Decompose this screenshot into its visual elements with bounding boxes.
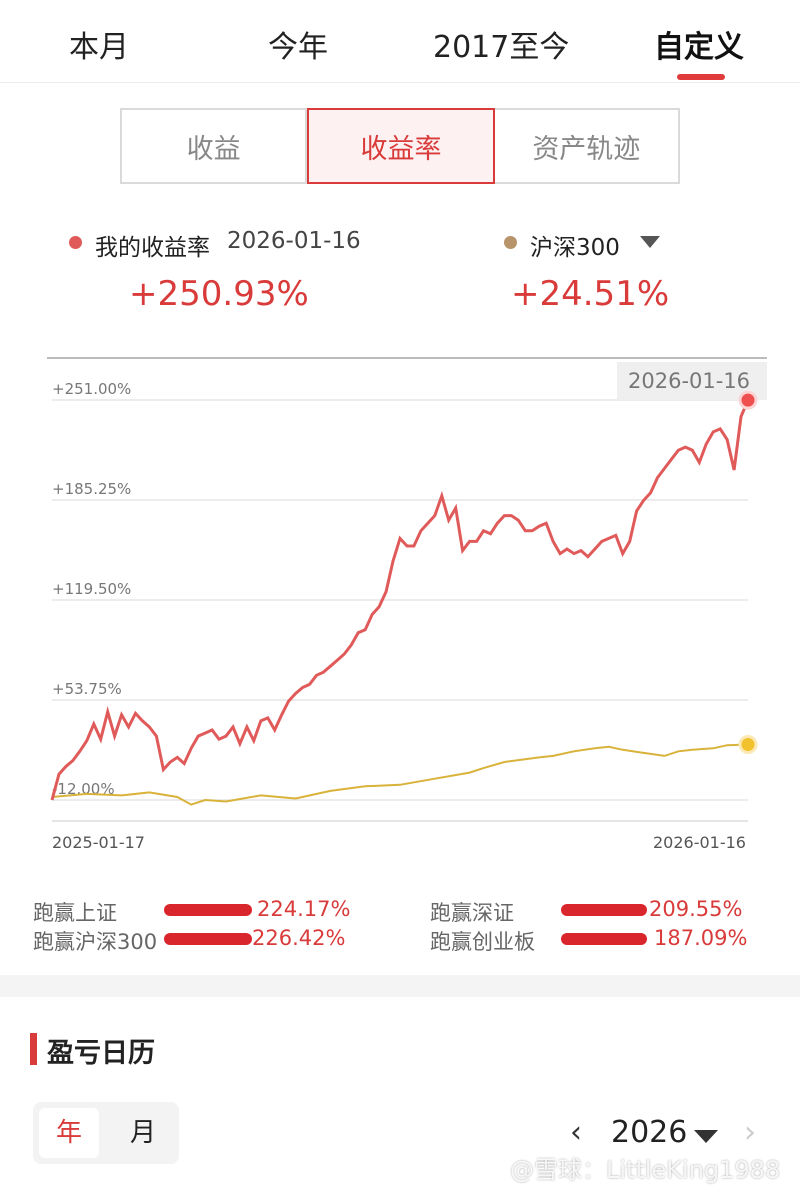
y-tick-label: +119.50%	[52, 580, 131, 598]
chart-grid	[47, 357, 767, 822]
tab-since-2017[interactable]: 2017至今	[433, 30, 570, 65]
year-month-toggle: 年 月	[33, 1102, 179, 1164]
section-title: 盈亏日历	[47, 1038, 155, 1069]
return-chart[interactable]: +251.00%+185.25%+119.50%+53.75%-12.00% 2…	[0, 340, 800, 860]
benchmark-dropdown-icon[interactable]	[640, 236, 660, 248]
my-return-label: 我的收益率	[95, 235, 210, 261]
beat-chinext-label: 跑赢创业板	[430, 930, 535, 954]
tab-this-month[interactable]: 本月	[69, 30, 129, 65]
section-accent-bar	[30, 1033, 37, 1065]
watermark: @雪球：LittleKing1988	[510, 1156, 781, 1184]
next-year-icon[interactable]: ›	[744, 1115, 756, 1150]
prev-year-icon[interactable]: ‹	[570, 1115, 582, 1150]
year-dropdown-icon[interactable]	[694, 1130, 718, 1143]
segment-return-rate[interactable]: 收益率	[307, 108, 495, 184]
series-line-my-return	[50, 399, 750, 801]
beat-hs300-label: 跑赢沪深300	[33, 930, 158, 954]
tooltip-date-box: 2026-01-16	[617, 362, 767, 400]
my-return-end-dot	[738, 390, 758, 410]
beat-szse-value: 209.55%	[649, 897, 743, 921]
benchmark-label[interactable]: 沪深300	[530, 235, 620, 261]
hs300-end-dot	[738, 734, 758, 754]
my-return-value: +250.93%	[129, 274, 309, 314]
segment-asset-trajectory[interactable]: 资产轨迹	[532, 133, 641, 165]
beat-hs300-bar	[164, 933, 252, 945]
view-segmented-control: 收益 收益率 资产轨迹	[120, 108, 680, 184]
y-tick-label: +53.75%	[52, 680, 122, 698]
toggle-month[interactable]: 月	[129, 1118, 156, 1148]
beat-chinext-value: 187.09%	[654, 926, 748, 950]
series-line-hs300	[51, 743, 749, 806]
period-tabs: 本月 今年 2017至今 自定义	[0, 0, 800, 83]
y-axis-labels: +251.00%+185.25%+119.50%+53.75%-12.00%	[52, 380, 131, 798]
benchmark-value: +24.51%	[511, 274, 670, 314]
beat-chinext-bar	[561, 933, 647, 945]
section-divider	[0, 975, 800, 997]
beat-sse-label: 跑赢上证	[33, 901, 117, 925]
beat-sse-value: 224.17%	[257, 897, 351, 921]
y-tick-label: +185.25%	[52, 480, 131, 498]
beat-sse-bar	[164, 904, 252, 916]
x-end-label: 2026-01-16	[653, 833, 746, 852]
y-tick-label: +251.00%	[52, 380, 131, 398]
x-start-label: 2025-01-17	[52, 833, 145, 852]
segment-profit[interactable]: 收益	[122, 110, 308, 182]
beat-szse-bar	[561, 904, 647, 916]
year-selector[interactable]: 2026	[611, 1115, 688, 1150]
my-return-dot-icon	[69, 236, 82, 249]
beat-szse-label: 跑赢深证	[430, 901, 514, 925]
tooltip-date: 2026-01-16	[628, 369, 750, 393]
legend-date: 2026-01-16	[227, 228, 361, 254]
active-tab-indicator	[677, 74, 725, 80]
tab-this-year[interactable]: 今年	[268, 30, 328, 65]
tab-custom[interactable]: 自定义	[654, 30, 744, 65]
beat-hs300-value: 226.42%	[252, 926, 346, 950]
toggle-year[interactable]: 年	[39, 1108, 99, 1158]
benchmark-dot-icon	[504, 236, 517, 249]
